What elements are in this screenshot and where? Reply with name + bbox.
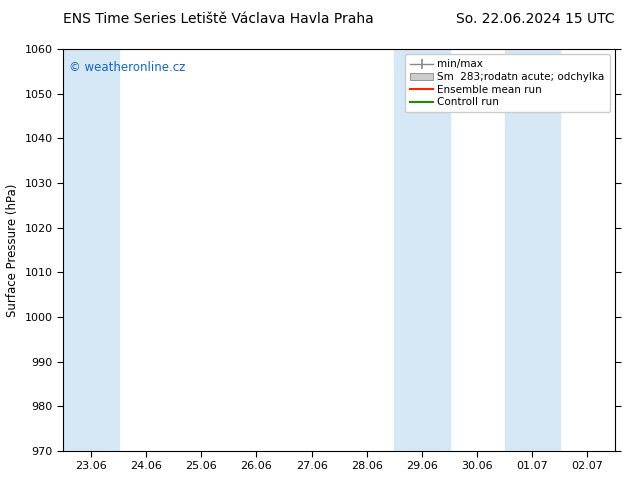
Text: So. 22.06.2024 15 UTC: So. 22.06.2024 15 UTC xyxy=(456,12,615,26)
Text: © weatheronline.cz: © weatheronline.cz xyxy=(69,61,185,74)
Text: ENS Time Series Letiště Václava Havla Praha: ENS Time Series Letiště Václava Havla Pr… xyxy=(63,12,374,26)
Bar xyxy=(394,49,450,451)
Y-axis label: Surface Pressure (hPa): Surface Pressure (hPa) xyxy=(6,183,19,317)
Bar xyxy=(63,49,119,451)
Bar xyxy=(505,49,560,451)
Legend: min/max, Sm  283;rodatn acute; odchylka, Ensemble mean run, Controll run: min/max, Sm 283;rodatn acute; odchylka, … xyxy=(405,54,610,112)
